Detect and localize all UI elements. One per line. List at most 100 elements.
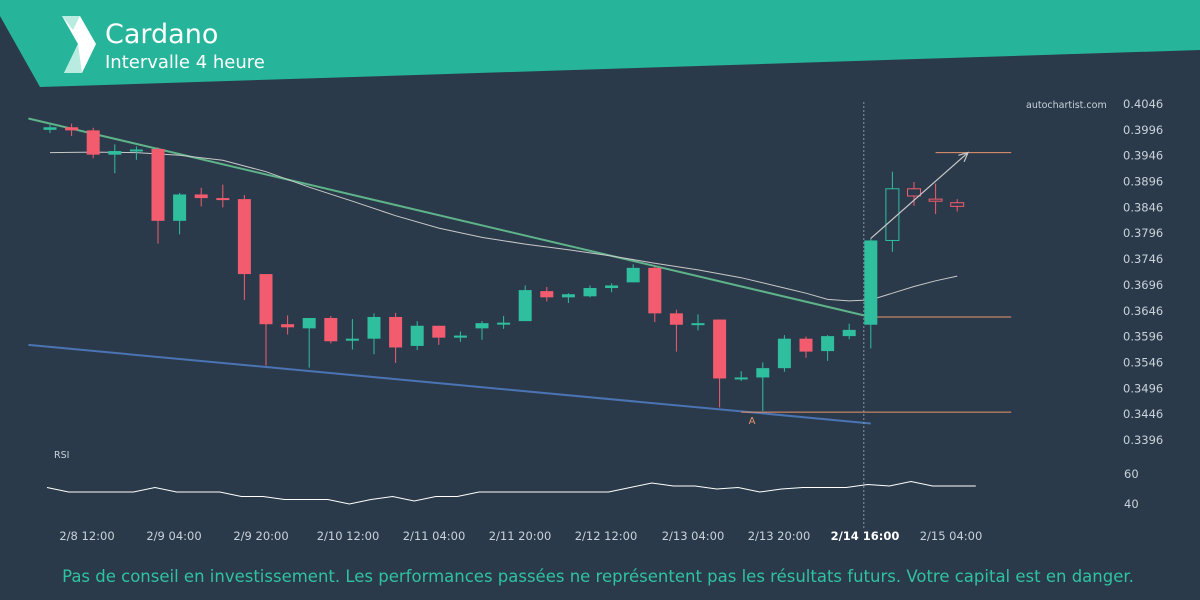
candle-body — [648, 267, 662, 314]
candlesticks — [43, 123, 965, 412]
candle — [821, 335, 835, 361]
time-tick: 2/11 04:00 — [403, 529, 466, 543]
time-axis: 2/8 12:00 2/9 04:00 2/9 20:00 2/10 12:00 2/1… — [59, 529, 982, 543]
candle — [302, 318, 316, 368]
candle-body — [669, 313, 683, 325]
price-tick: 0.3896 — [1123, 175, 1163, 189]
support-line — [28, 343, 871, 425]
time-tick: 2/13 04:00 — [662, 529, 725, 543]
candle — [907, 182, 921, 206]
candle-body — [950, 202, 965, 207]
price-tick: 0.4046 — [1123, 97, 1163, 111]
price-tick: 0.3646 — [1123, 304, 1163, 318]
candle — [583, 285, 597, 298]
candle — [885, 171, 900, 252]
candle-body — [367, 316, 381, 339]
candle-body — [194, 194, 208, 199]
candle — [626, 264, 640, 283]
candle — [151, 147, 165, 244]
forecast-arrow — [870, 151, 970, 239]
rsi-line — [46, 480, 976, 505]
candle-body — [734, 377, 748, 380]
candle — [734, 371, 748, 382]
candle — [43, 124, 57, 133]
chart-subtitle: Intervalle 4 heure — [105, 52, 265, 73]
support-trendline — [28, 343, 871, 425]
pattern-point: A — [749, 416, 756, 427]
candle-body — [129, 149, 143, 152]
candle-body — [65, 127, 79, 131]
price-tick: 0.3396 — [1123, 433, 1163, 447]
candle — [691, 314, 705, 331]
candle — [453, 331, 467, 342]
candle — [389, 312, 403, 363]
candle — [129, 146, 143, 160]
candle — [756, 362, 770, 412]
time-tick: 2/11 20:00 — [489, 529, 552, 543]
price-tick: 0.3446 — [1123, 407, 1163, 421]
candle-body — [561, 294, 575, 298]
candle — [324, 315, 338, 344]
candle — [561, 293, 575, 304]
price-tick: 0.3946 — [1123, 149, 1163, 163]
candle-body — [302, 318, 316, 329]
chart-title: Cardano — [105, 19, 218, 50]
time-tick: 2/9 20:00 — [233, 529, 288, 543]
candle — [497, 315, 511, 329]
candle-body — [86, 130, 100, 155]
time-tick: 2/12 12:00 — [575, 529, 638, 543]
candle — [410, 321, 424, 351]
candle-body — [432, 325, 446, 338]
candle-body — [821, 336, 835, 352]
candle — [237, 194, 251, 300]
candle-body — [173, 194, 187, 221]
candle-body — [518, 290, 532, 322]
candle-body — [108, 151, 122, 155]
price-tick: 0.3996 — [1123, 123, 1163, 137]
logo-icon — [62, 16, 96, 73]
candle-body — [151, 148, 165, 221]
candle-body — [799, 338, 813, 352]
candle-body — [605, 285, 619, 289]
price-tick: 0.3796 — [1123, 226, 1163, 240]
candle — [669, 309, 683, 352]
header-banner — [0, 0, 1200, 87]
candle — [518, 285, 532, 322]
time-tick: 2/15 04:00 — [920, 529, 983, 543]
candle-body — [410, 325, 424, 346]
candle-body — [389, 316, 403, 348]
candle-body — [475, 323, 489, 329]
forecast-arrowhead — [958, 151, 970, 163]
moving-average — [49, 151, 958, 302]
price-tick: 0.3546 — [1123, 355, 1163, 369]
candle-body — [626, 267, 640, 283]
candle-body — [583, 288, 597, 297]
candle — [864, 238, 878, 349]
price-tick: 0.3596 — [1123, 330, 1163, 344]
rsi-tick: 40 — [1124, 497, 1139, 511]
candle-body — [345, 338, 359, 341]
candle — [432, 325, 446, 345]
candle — [259, 274, 273, 366]
candle-body — [43, 127, 57, 130]
forecast-line — [870, 152, 969, 239]
price-tick: 0.3496 — [1123, 381, 1163, 395]
rsi-label: RSI — [54, 450, 69, 461]
candle-body — [842, 329, 856, 337]
candle-body — [777, 338, 791, 369]
candle — [842, 323, 856, 340]
moving-average-line — [49, 151, 958, 302]
price-levels — [741, 152, 1012, 413]
candle-body — [540, 291, 554, 298]
resistance-trendline — [28, 117, 872, 318]
candle-body — [281, 324, 295, 328]
candle — [65, 123, 79, 137]
time-tick: 2/8 12:00 — [59, 529, 114, 543]
candle — [928, 183, 943, 215]
candle — [540, 286, 554, 302]
candle-body — [756, 368, 770, 378]
disclaimer-text: Pas de conseil en investissement. Les pe… — [62, 567, 1134, 586]
rsi-tick: 60 — [1124, 467, 1139, 481]
pattern-point-label: A — [749, 416, 756, 427]
